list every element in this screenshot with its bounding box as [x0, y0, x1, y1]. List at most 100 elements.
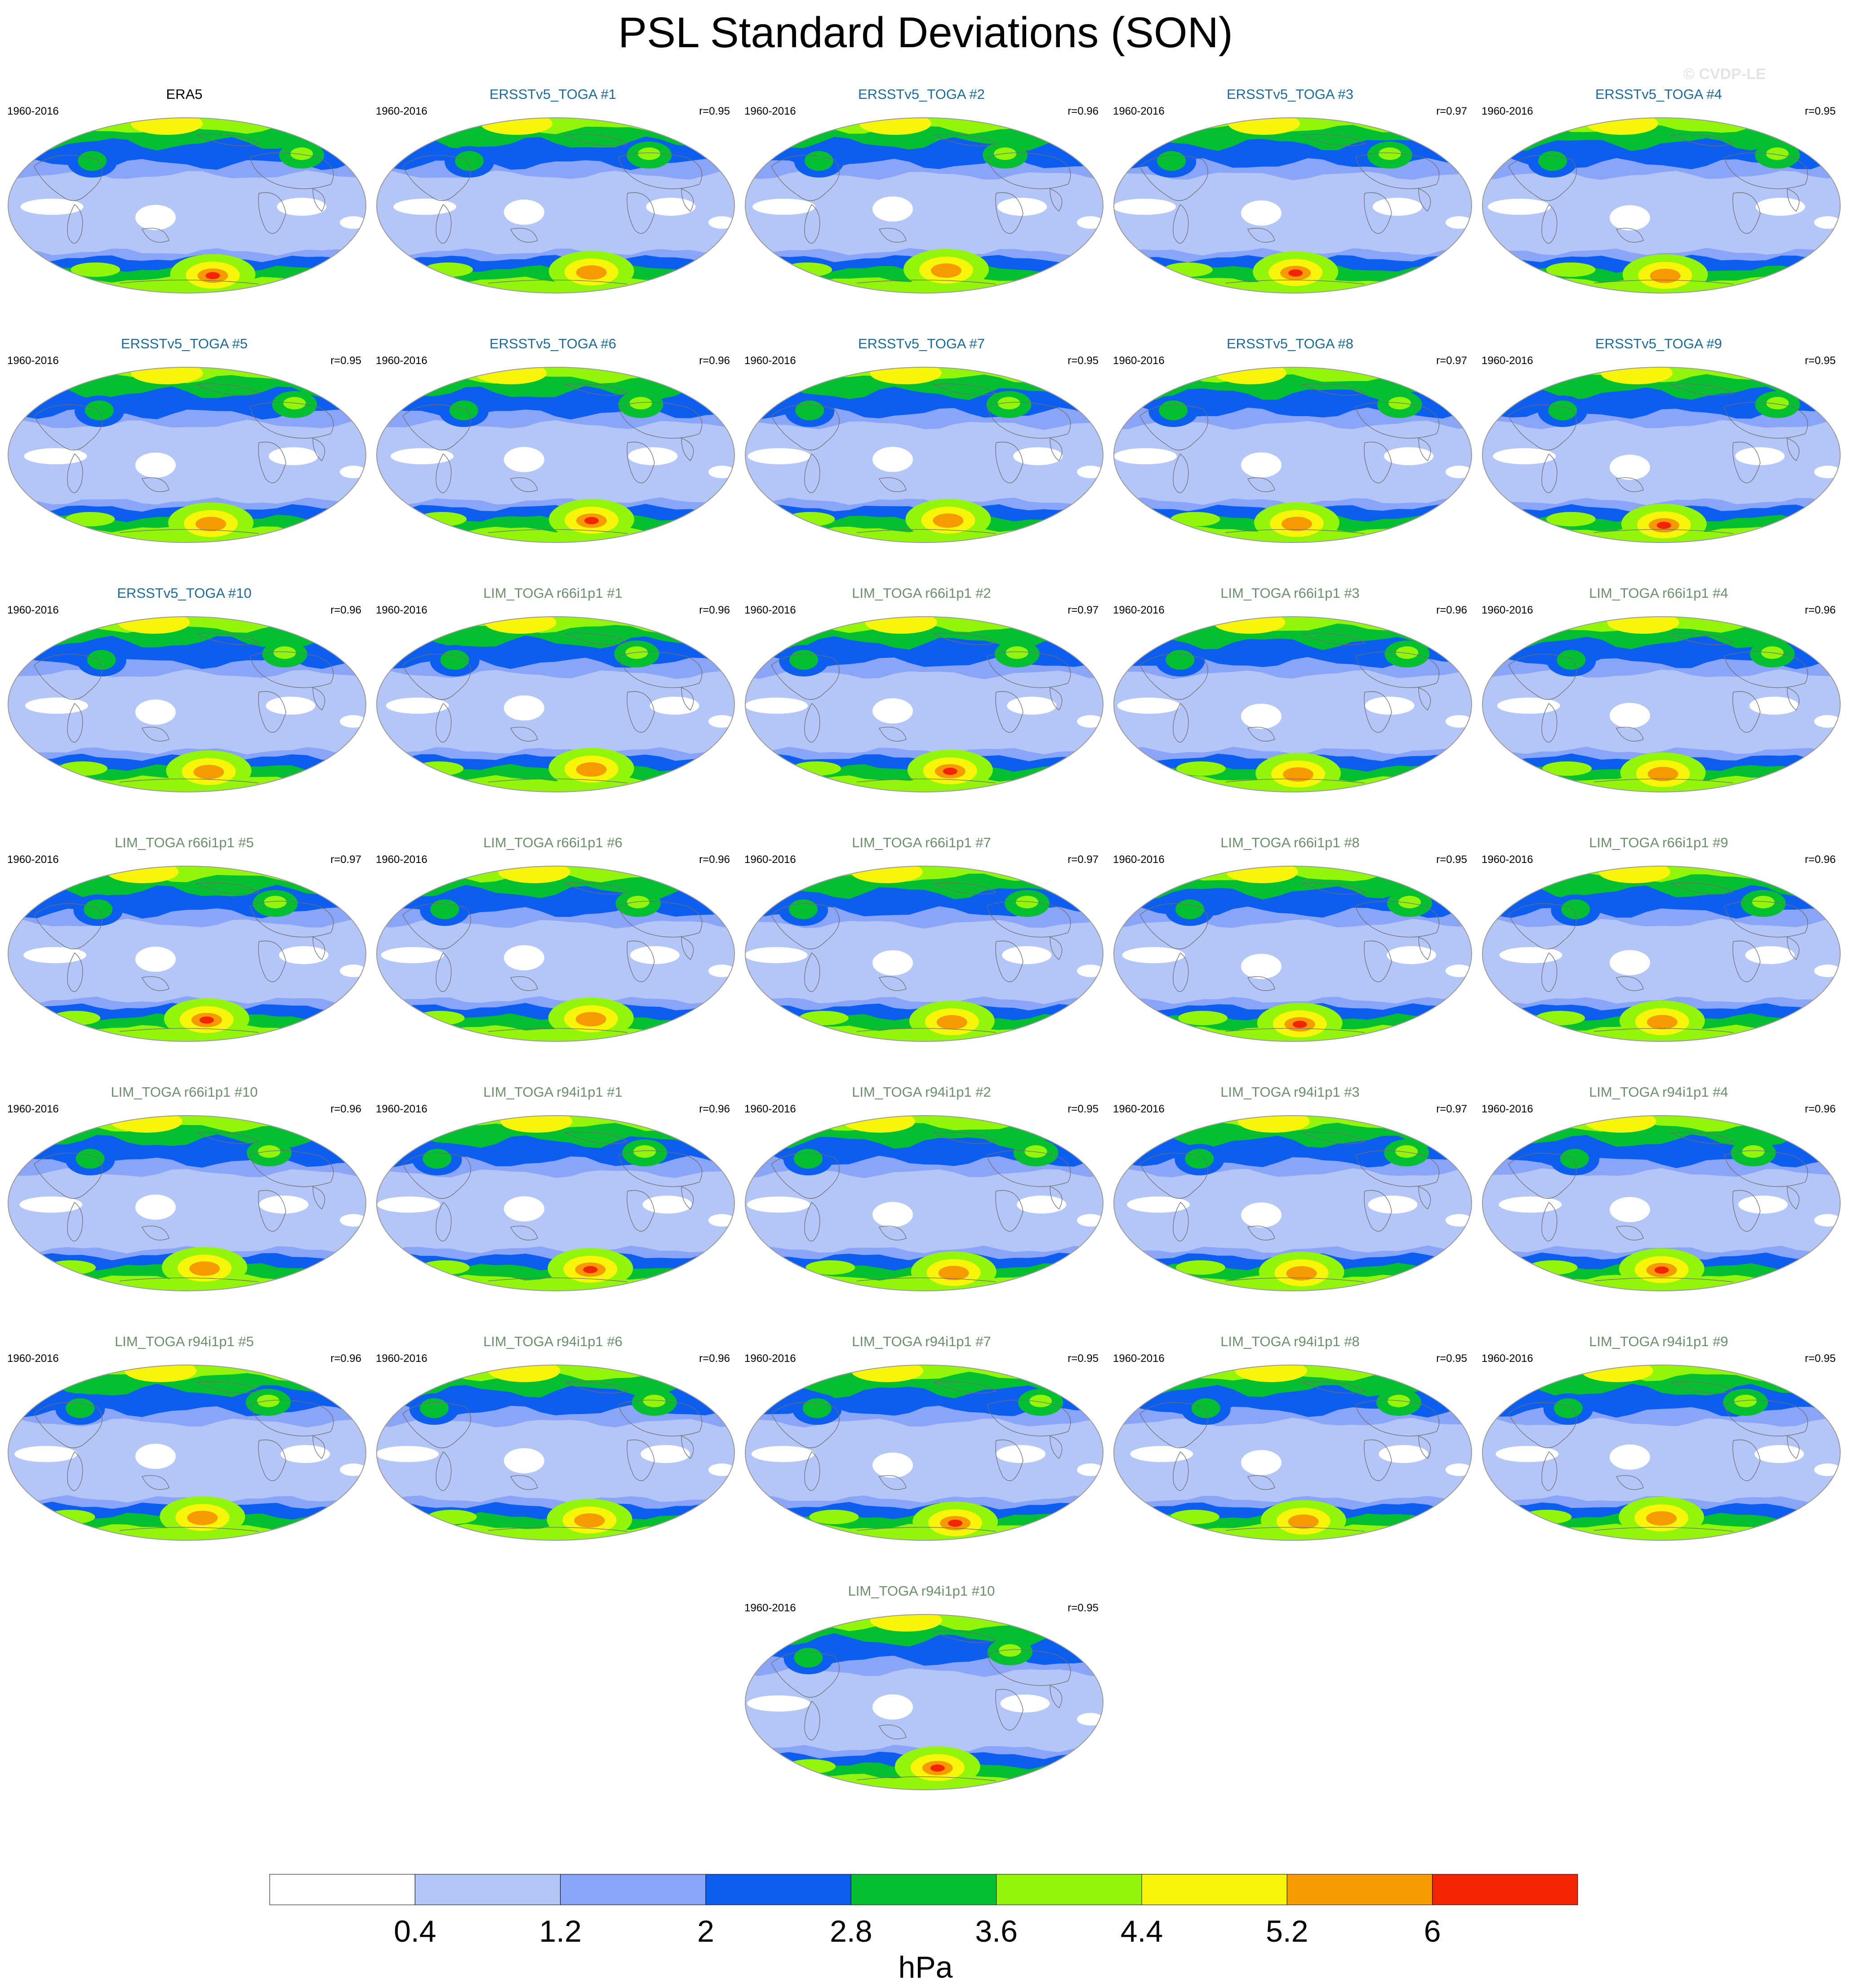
panel-years: 1960-2016: [7, 105, 59, 117]
panel-title: LIM_TOGA r66i1p1 #1: [483, 585, 623, 601]
colorbar-tick-label: 5.2: [1266, 1914, 1308, 1948]
panel-title: LIM_TOGA r66i1p1 #3: [1220, 585, 1360, 601]
colorbar-tick-label: 6: [1424, 1914, 1441, 1948]
psl-stddev-map: [1482, 616, 1841, 792]
panel-years: 1960-2016: [1113, 355, 1165, 367]
panel-correlation: r=0.96: [1068, 105, 1099, 117]
panel-correlation: r=0.95: [1805, 1352, 1836, 1365]
colorbar-units: hPa: [898, 1950, 953, 1984]
panel-years: 1960-2016: [7, 604, 59, 616]
panel-years: 1960-2016: [376, 1103, 427, 1115]
panel-years: 1960-2016: [376, 854, 427, 866]
map-panel: LIM_TOGA r66i1p1 #4 1960-2016 r=0.96: [1474, 584, 1843, 796]
map-panel: LIM_TOGA r66i1p1 #8 1960-2016 r=0.95: [1106, 834, 1474, 1045]
psl-stddev-map: [376, 866, 735, 1042]
map-panel: ERA5 1960-2016: [0, 85, 369, 297]
panel-title: LIM_TOGA r94i1p1 #3: [1220, 1084, 1360, 1100]
map-panel: LIM_TOGA r94i1p1 #5 1960-2016 r=0.96: [0, 1333, 369, 1544]
panel-correlation: r=0.97: [1436, 1103, 1467, 1115]
panel-years: 1960-2016: [1482, 604, 1533, 616]
psl-stddev-map: [745, 1115, 1103, 1291]
panel-years: 1960-2016: [744, 1352, 796, 1365]
panel-title: LIM_TOGA r94i1p1 #5: [115, 1334, 254, 1349]
map-panel: LIM_TOGA r66i1p1 #2 1960-2016 r=0.97: [737, 584, 1106, 796]
map-panel: LIM_TOGA r66i1p1 #6 1960-2016 r=0.96: [369, 834, 737, 1045]
panel-correlation: r=0.95: [330, 355, 361, 367]
map-panel: LIM_TOGA r94i1p1 #2 1960-2016 r=0.95: [737, 1083, 1106, 1294]
panel-correlation: r=0.96: [699, 1352, 730, 1365]
psl-stddev-map: [745, 117, 1103, 294]
psl-stddev-map: [745, 616, 1103, 792]
psl-stddev-map: [1113, 616, 1472, 792]
map-panel: LIM_TOGA r94i1p1 #8 1960-2016 r=0.95: [1106, 1333, 1474, 1544]
psl-stddev-map: [1482, 866, 1841, 1042]
panel-correlation: r=0.95: [1805, 105, 1836, 117]
panel-title: LIM_TOGA r94i1p1 #2: [852, 1084, 991, 1100]
panel-title: LIM_TOGA r94i1p1 #10: [848, 1583, 995, 1599]
copyright-label: © CVDP-LE: [1683, 66, 1766, 83]
panel-title: LIM_TOGA r66i1p1 #10: [111, 1084, 258, 1100]
map-panel: LIM_TOGA r66i1p1 #9 1960-2016 r=0.96: [1474, 834, 1843, 1045]
panel-correlation: r=0.97: [1068, 604, 1099, 616]
map-panel: LIM_TOGA r66i1p1 #3 1960-2016 r=0.96: [1106, 584, 1474, 796]
panel-correlation: r=0.95: [1436, 854, 1467, 866]
panel-years: 1960-2016: [376, 105, 427, 117]
panel-years: 1960-2016: [376, 355, 427, 367]
panel-correlation: r=0.95: [1805, 355, 1836, 367]
panel-correlation: r=0.95: [1068, 1352, 1099, 1365]
map-panel: LIM_TOGA r94i1p1 #6 1960-2016 r=0.96: [369, 1333, 737, 1544]
panel-years: 1960-2016: [1482, 355, 1533, 367]
panel-correlation: r=0.97: [1436, 105, 1467, 117]
panel-years: 1960-2016: [376, 604, 427, 616]
psl-stddev-map: [8, 1115, 366, 1291]
panel-correlation: r=0.95: [1436, 1352, 1467, 1365]
map-panel: ERSSTv5_TOGA #5 1960-2016 r=0.95: [0, 335, 369, 546]
panel-years: 1960-2016: [744, 355, 796, 367]
colorbar-tick-label: 2: [697, 1914, 714, 1948]
panel-title: LIM_TOGA r66i1p1 #7: [852, 835, 991, 850]
psl-stddev-map: [8, 1365, 366, 1541]
map-panel: LIM_TOGA r94i1p1 #3 1960-2016 r=0.97: [1106, 1083, 1474, 1294]
panel-correlation: r=0.96: [1436, 604, 1467, 616]
panel-correlation: r=0.96: [699, 1103, 730, 1115]
panel-years: 1960-2016: [744, 1602, 796, 1614]
psl-stddev-map: [1113, 117, 1472, 294]
panel-correlation: r=0.96: [699, 604, 730, 616]
psl-stddev-map: [1482, 367, 1841, 543]
colorbar-swatch: [414, 1874, 561, 1905]
colorbar-swatch: [850, 1874, 997, 1905]
panel-correlation: r=0.95: [1068, 355, 1099, 367]
panel-correlation: r=0.96: [330, 604, 361, 616]
panel-correlation: r=0.96: [699, 355, 730, 367]
panel-years: 1960-2016: [744, 854, 796, 866]
psl-stddev-map: [8, 367, 366, 543]
panel-title: LIM_TOGA r66i1p1 #2: [852, 585, 991, 601]
panel-title: ERSSTv5_TOGA #8: [1227, 336, 1353, 351]
colorbar-swatch: [560, 1874, 706, 1905]
psl-stddev-map: [1113, 866, 1472, 1042]
colorbar-tick-label: 4.4: [1120, 1914, 1163, 1948]
panel-years: 1960-2016: [1113, 1352, 1165, 1365]
panel-correlation: r=0.96: [1805, 604, 1836, 616]
psl-stddev-map: [8, 866, 366, 1042]
psl-stddev-map: [376, 117, 735, 294]
map-panel: ERSSTv5_TOGA #8 1960-2016 r=0.97: [1106, 335, 1474, 546]
colorbar-tick-label: 0.4: [394, 1914, 436, 1948]
panel-correlation: r=0.95: [1068, 1602, 1099, 1614]
panel-years: 1960-2016: [1113, 1103, 1165, 1115]
panel-title: LIM_TOGA r94i1p1 #9: [1589, 1334, 1728, 1349]
psl-stddev-map: [376, 367, 735, 543]
colorbar-swatch: [269, 1874, 415, 1905]
panel-correlation: r=0.97: [1068, 854, 1099, 866]
panel-years: 1960-2016: [1113, 105, 1165, 117]
colorbar-swatch: [1141, 1874, 1287, 1905]
map-panel: LIM_TOGA r94i1p1 #9 1960-2016 r=0.95: [1474, 1333, 1843, 1544]
colorbar-swatch: [996, 1874, 1142, 1905]
panel-title: LIM_TOGA r66i1p1 #9: [1589, 835, 1728, 850]
map-panel: LIM_TOGA r94i1p1 #1 1960-2016 r=0.96: [369, 1083, 737, 1294]
panel-correlation: r=0.96: [699, 854, 730, 866]
map-panel: LIM_TOGA r66i1p1 #5 1960-2016 r=0.97: [0, 834, 369, 1045]
map-panel: LIM_TOGA r66i1p1 #10 1960-2016 r=0.96: [0, 1083, 369, 1294]
psl-stddev-map: [745, 1614, 1103, 1790]
map-panel: ERSSTv5_TOGA #9 1960-2016 r=0.95: [1474, 335, 1843, 546]
